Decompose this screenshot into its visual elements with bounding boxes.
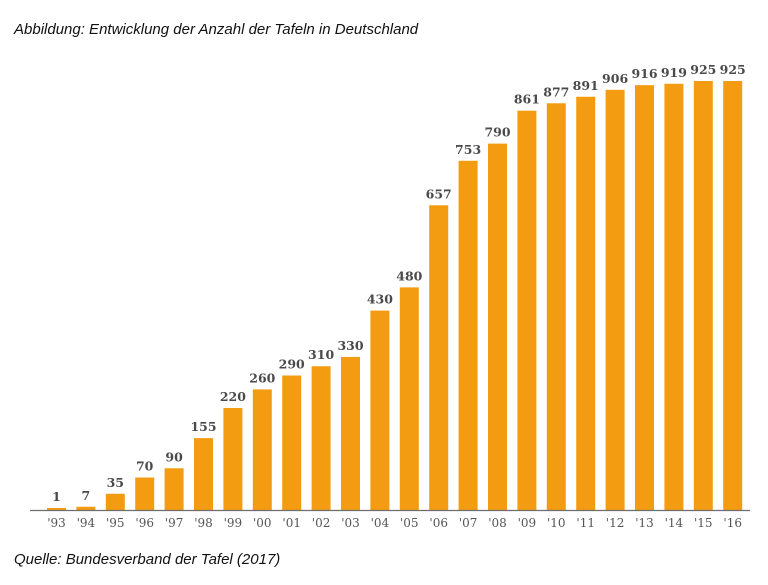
bar-9 — [311, 366, 331, 510]
x-tick-label-6: '99 — [224, 516, 243, 530]
bar-2 — [105, 493, 125, 510]
bar-value-label-7: 260 — [249, 370, 275, 385]
x-tick-label-4: '97 — [165, 516, 184, 530]
x-tick-label-14: '07 — [459, 516, 478, 530]
x-tick-label-8: '01 — [282, 516, 301, 530]
bar-value-label-3: 70 — [136, 459, 154, 474]
bar-value-label-17: 877 — [543, 84, 569, 99]
bar-value-label-4: 90 — [165, 449, 183, 464]
bar-6 — [223, 407, 243, 510]
x-tick-label-5: '98 — [194, 516, 213, 530]
bar-17 — [546, 103, 566, 510]
bar-23 — [723, 81, 743, 510]
x-tick-label-11: '04 — [371, 516, 390, 530]
bar-value-label-21: 919 — [661, 65, 687, 80]
bar-14 — [458, 160, 478, 510]
x-tick-label-23: '16 — [723, 516, 742, 530]
bar-3 — [135, 477, 155, 510]
bar-value-label-12: 480 — [396, 268, 422, 283]
bar-value-label-22: 925 — [690, 62, 716, 77]
x-tick-label-21: '14 — [665, 516, 684, 530]
bar-value-label-6: 220 — [220, 389, 246, 404]
bar-19 — [605, 89, 625, 510]
x-tick-label-20: '13 — [635, 516, 654, 530]
bar-12 — [399, 287, 419, 510]
bar-value-label-0: 1 — [52, 489, 61, 504]
bar-10 — [341, 356, 360, 510]
bar-22 — [693, 81, 713, 510]
x-tick-label-1: '94 — [77, 516, 96, 530]
bar-value-label-16: 861 — [514, 92, 540, 107]
bar-value-label-1: 7 — [82, 488, 91, 503]
bar-value-label-8: 290 — [279, 357, 305, 372]
bar-value-label-18: 891 — [573, 78, 599, 93]
tick-labels-group: '93 '94 '95 '96 '97 '98 '99 '00 '01 '02 '03 '04 '05 '… — [47, 516, 742, 530]
bar-0 — [47, 508, 66, 510]
x-tick-label-0: '93 — [47, 516, 66, 530]
x-tick-label-15: '08 — [488, 516, 507, 530]
x-tick-label-18: '11 — [576, 516, 595, 530]
bar-value-label-15: 790 — [484, 125, 510, 140]
x-tick-label-7: '00 — [253, 516, 272, 530]
bar-15 — [488, 143, 507, 511]
x-tick-label-17: '10 — [547, 516, 566, 530]
bar-value-label-10: 330 — [337, 338, 363, 353]
bar-13 — [429, 205, 449, 511]
x-tick-label-3: '96 — [135, 516, 154, 530]
bar-11 — [370, 310, 390, 510]
x-tick-label-16: '09 — [518, 516, 537, 530]
bar-value-label-11: 430 — [367, 292, 393, 307]
x-tick-label-22: '15 — [694, 516, 713, 530]
bar-21 — [664, 83, 684, 510]
bar-8 — [282, 375, 302, 510]
figure-caption: Abbildung: Entwicklung der Anzahl der Ta… — [14, 21, 419, 38]
bar-1 — [76, 506, 96, 510]
bar-value-label-19: 906 — [602, 71, 628, 86]
x-tick-label-19: '12 — [606, 516, 625, 530]
x-tick-label-10: '03 — [341, 516, 360, 530]
bar-20 — [635, 85, 654, 511]
bar-value-label-5: 155 — [190, 419, 216, 434]
x-tick-label-9: '02 — [312, 516, 331, 530]
bar-7 — [252, 389, 272, 510]
bar-value-label-23: 925 — [720, 62, 746, 77]
x-tick-label-13: '06 — [429, 516, 448, 530]
bar-16 — [517, 110, 537, 511]
bar-value-label-14: 753 — [455, 142, 481, 157]
x-tick-label-2: '95 — [106, 516, 125, 530]
bar-4 — [164, 468, 184, 510]
bar-value-label-13: 657 — [426, 186, 452, 201]
bars-group — [47, 81, 743, 511]
x-tick-label-12: '05 — [400, 516, 419, 530]
bar-5 — [194, 438, 213, 510]
bar-18 — [576, 96, 596, 511]
bar-value-label-2: 35 — [107, 475, 124, 490]
bar-value-label-20: 916 — [631, 66, 657, 81]
source-caption: Quelle: Bundesverband der Tafel (2017) — [14, 551, 281, 568]
bar-value-label-9: 310 — [308, 347, 334, 362]
